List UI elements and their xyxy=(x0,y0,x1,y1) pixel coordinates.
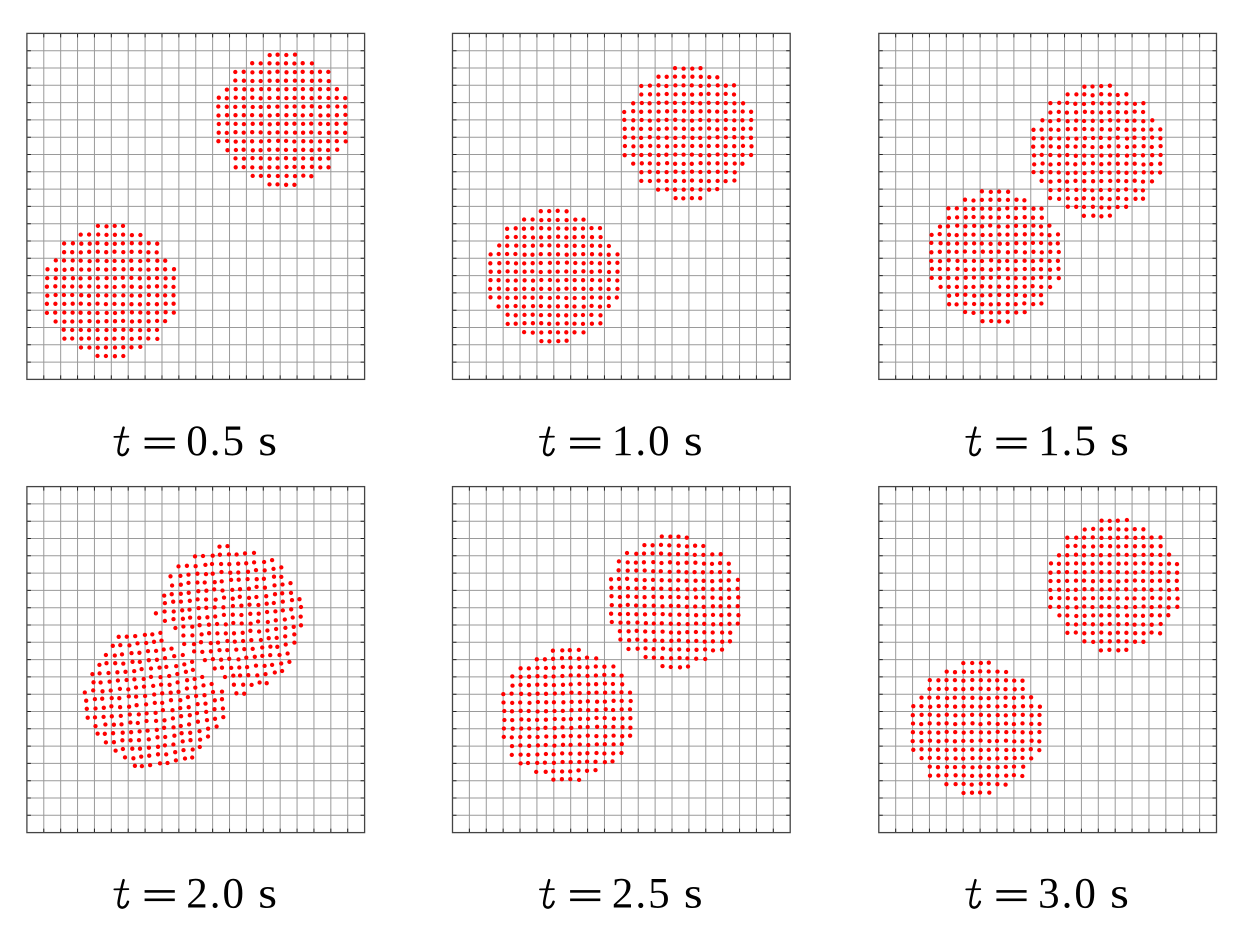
svg-text:s: s xyxy=(258,416,277,464)
svg-text:3.0: 3.0 xyxy=(1038,870,1098,917)
svg-text:s: s xyxy=(684,416,703,464)
svg-text:s: s xyxy=(1110,416,1129,464)
svg-text:1.0: 1.0 xyxy=(612,418,672,465)
svg-text:1.5: 1.5 xyxy=(1038,418,1098,465)
svg-text:s: s xyxy=(1110,869,1129,917)
svg-text:2.0: 2.0 xyxy=(186,870,246,917)
svg-text:2.5: 2.5 xyxy=(612,870,672,917)
svg-text:s: s xyxy=(684,869,703,917)
svg-text:0.5: 0.5 xyxy=(186,418,246,465)
svg-text:s: s xyxy=(258,869,277,917)
